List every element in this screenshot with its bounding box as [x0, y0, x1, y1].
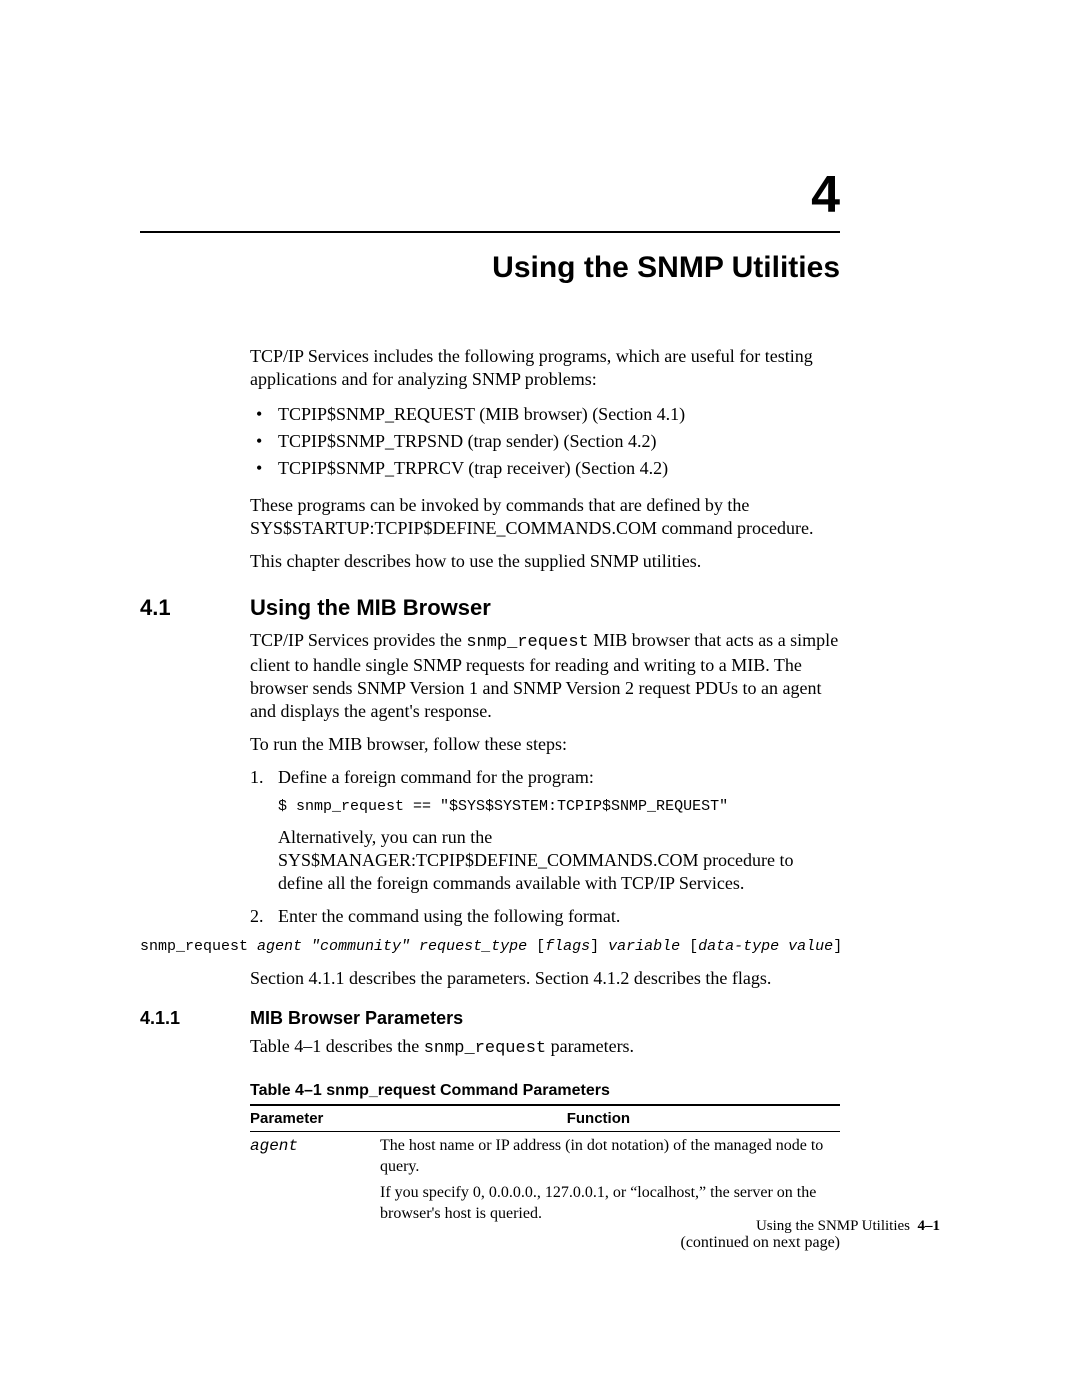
table-caption: Table 4–1 snmp_request Command Parameter… — [250, 1082, 840, 1100]
intro-paragraph: TCP/IP Services includes the following p… — [250, 345, 840, 391]
cmd-arg: agent "community" request_type — [257, 938, 536, 955]
parameters-table: Parameter Function — [250, 1106, 840, 1131]
cmd-arg: data-type value — [698, 938, 833, 955]
cmd-bracket: [ — [536, 938, 545, 955]
section-title: Using the MIB Browser — [250, 595, 491, 621]
step-item: Enter the command using the following fo… — [250, 905, 840, 928]
list-item: TCPIP$SNMP_TRPRCV (trap receiver) (Secti… — [250, 455, 840, 482]
inline-code: snmp_request — [424, 1039, 546, 1058]
cmd-arg: flags — [545, 938, 590, 955]
footer-page: 4–1 — [918, 1218, 941, 1234]
body-paragraph: Table 4–1 describes the snmp_request par… — [250, 1035, 840, 1060]
text-run: parameters. — [546, 1036, 634, 1056]
chapter-title: Using the SNMP Utilities — [140, 251, 840, 285]
program-list: TCPIP$SNMP_REQUEST (MIB browser) (Sectio… — [250, 401, 840, 482]
step-text: Define a foreign command for the program… — [278, 767, 594, 787]
chapter-number: 4 — [140, 165, 840, 225]
step-text: Enter the command using the following fo… — [278, 906, 620, 926]
body-paragraph: These programs can be invoked by command… — [250, 494, 840, 540]
table-row: agent The host name or IP address (in do… — [250, 1132, 840, 1232]
body-paragraph: TCP/IP Services provides the snmp_reques… — [250, 629, 840, 723]
subsection-title: MIB Browser Parameters — [250, 1008, 463, 1029]
page-footer: Using the SNMP Utilities 4–1 — [756, 1218, 940, 1235]
inline-code: snmp_request — [466, 633, 588, 652]
footer-text: Using the SNMP Utilities — [756, 1218, 910, 1234]
steps-list: Define a foreign command for the program… — [250, 766, 840, 928]
list-item: TCPIP$SNMP_TRPSND (trap sender) (Section… — [250, 428, 840, 455]
chapter-rule — [140, 231, 840, 233]
text-run: The host name or IP address (in dot nota… — [380, 1136, 826, 1177]
subsection-number: 4.1.1 — [140, 1008, 238, 1029]
step-item: Define a foreign command for the program… — [250, 766, 840, 895]
table-header: Function — [567, 1106, 840, 1131]
cmd-bracket: ] — [590, 938, 608, 955]
table-header: Parameter — [250, 1106, 567, 1131]
cmd-plain: snmp_request — [140, 938, 257, 955]
continued-note: (continued on next page) — [250, 1234, 840, 1252]
code-block: $ snmp_request == "$SYS$SYSTEM:TCPIP$SNM… — [278, 797, 840, 816]
cmd-bracket: ] — [833, 938, 842, 955]
cmd-bracket: [ — [689, 938, 698, 955]
step-text: Alternatively, you can run the SYS$MANAG… — [278, 827, 794, 893]
command-syntax: snmp_request agent "community" request_t… — [140, 938, 840, 955]
param-name: agent — [250, 1132, 380, 1232]
body-paragraph: Section 4.1.1 describes the parameters. … — [250, 967, 840, 990]
cmd-arg: variable — [608, 938, 689, 955]
body-paragraph: To run the MIB browser, follow these ste… — [250, 733, 840, 756]
text-run: Table 4–1 describes the — [250, 1036, 424, 1056]
list-item: TCPIP$SNMP_REQUEST (MIB browser) (Sectio… — [250, 401, 840, 428]
section-number: 4.1 — [140, 595, 238, 621]
body-paragraph: This chapter describes how to use the su… — [250, 550, 840, 573]
parameters-table-body: agent The host name or IP address (in do… — [250, 1132, 840, 1232]
text-run: TCP/IP Services provides the — [250, 630, 466, 650]
